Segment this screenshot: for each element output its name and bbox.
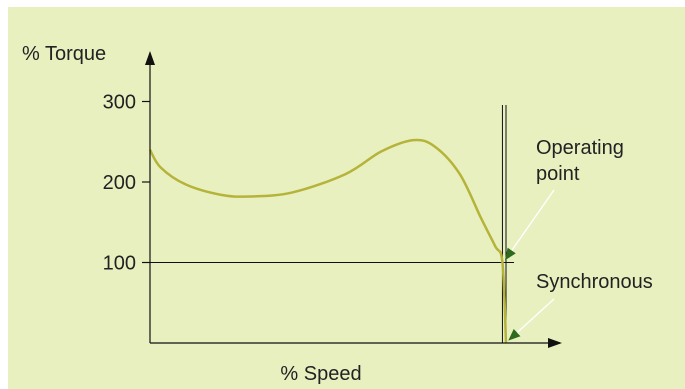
operating-point-arrow bbox=[504, 189, 555, 261]
torque-speed-curve bbox=[148, 138, 508, 344]
chart-panel: 100 200 300 % Torque % Speed Operating poin… bbox=[8, 7, 685, 389]
x-axis-label: % Speed bbox=[280, 363, 361, 385]
operating-point-label-line-2: point bbox=[536, 163, 580, 185]
operating-point-label-line-1: Operating bbox=[536, 137, 624, 159]
y-tick-label-300: 300 bbox=[103, 92, 136, 114]
torque-speed-chart: 100 200 300 % Torque % Speed Operating poin… bbox=[22, 43, 653, 385]
synchronous-label-line-1: Synchronous bbox=[536, 271, 653, 293]
synchronous-arrow bbox=[508, 298, 555, 341]
y-tick-label-200: 200 bbox=[103, 172, 136, 194]
y-tick-label-100: 100 bbox=[103, 253, 136, 275]
y-axis-label: % Torque bbox=[22, 43, 106, 65]
